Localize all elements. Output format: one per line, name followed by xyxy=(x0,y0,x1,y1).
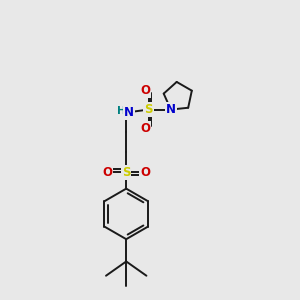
Text: S: S xyxy=(144,103,153,116)
Text: N: N xyxy=(166,103,176,116)
Text: O: O xyxy=(103,166,112,179)
Text: O: O xyxy=(140,166,150,179)
Text: S: S xyxy=(122,166,130,179)
Text: O: O xyxy=(140,122,150,135)
Text: O: O xyxy=(140,84,150,97)
Text: N: N xyxy=(124,106,134,119)
Text: H: H xyxy=(117,106,126,116)
